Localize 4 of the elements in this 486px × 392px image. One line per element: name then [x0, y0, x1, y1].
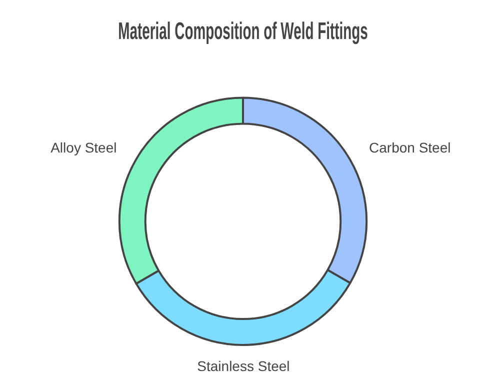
slice-label: Carbon Steel: [369, 139, 451, 156]
slice-label: Alloy Steel: [50, 140, 117, 156]
slice-label: Stainless Steel: [197, 358, 290, 374]
chart-title: Material Composition of Weld Fittings: [118, 18, 368, 46]
